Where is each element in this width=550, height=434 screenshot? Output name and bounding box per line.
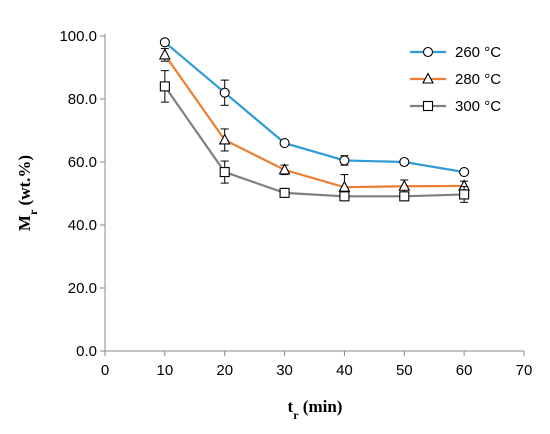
data-point-square — [159, 81, 170, 92]
x-tick-label: 20 — [216, 362, 233, 379]
legend-label: 300 °C — [455, 98, 501, 115]
data-point-square — [399, 191, 410, 202]
data-point-circle — [279, 138, 290, 149]
data-point-triangle — [218, 133, 231, 145]
data-point-circle — [399, 156, 410, 168]
data-point-triangle — [278, 163, 291, 175]
data-point-triangle — [158, 48, 171, 60]
x-tick-label: 30 — [276, 362, 293, 379]
y-tick-label: 60.0 — [68, 154, 97, 171]
data-point-square — [422, 100, 434, 112]
legend: 260 °C 280 °C 300 °C — [410, 44, 501, 115]
series-line — [164, 41, 465, 174]
y-tick-label: 100.0 — [59, 28, 97, 45]
data-point-circle — [459, 167, 470, 178]
series-line — [163, 54, 465, 189]
data-point-circle — [339, 155, 350, 166]
data-point-triangle — [398, 179, 411, 191]
data-point-circle — [422, 46, 434, 58]
data-point-square — [339, 191, 350, 202]
x-tick-label: 40 — [336, 362, 353, 379]
data-point-circle — [219, 87, 230, 98]
x-tick-labels: 0 10 20 30 40 50 60 70 — [101, 362, 533, 379]
x-tick-label: 70 — [516, 362, 533, 379]
x-tick-label: 0 — [101, 362, 109, 379]
y-tick-label: 0.0 — [76, 343, 97, 360]
data-point-square — [279, 187, 290, 198]
y-tick-label: 40.0 — [68, 217, 97, 234]
series-2 — [158, 48, 471, 201]
x-tick-label: 10 — [157, 362, 174, 379]
series-layer — [158, 37, 471, 203]
y-tick-label: 80.0 — [68, 91, 97, 108]
data-point-circle — [159, 37, 170, 48]
series-3 — [159, 70, 470, 203]
y-tick-labels: 0.0 20.0 40.0 60.0 80.0 100.0 — [59, 28, 97, 360]
tick-marks — [100, 35, 525, 356]
x-tick-label: 60 — [456, 362, 473, 379]
legend-label: 260 °C — [455, 44, 501, 61]
axes — [104, 34, 524, 352]
x-tick-label: 50 — [396, 362, 413, 379]
x-axis-title: tr (min) — [288, 397, 343, 422]
data-point-triangle — [422, 72, 434, 84]
data-point-square — [219, 167, 230, 178]
legend-label: 280 °C — [455, 71, 501, 88]
y-axis-title: Mr (wt.%) — [15, 155, 40, 231]
series-line — [163, 85, 465, 198]
data-point-square — [459, 189, 470, 200]
y-tick-label: 20.0 — [68, 280, 97, 297]
series-1 — [159, 37, 470, 178]
data-point-triangle — [338, 180, 351, 192]
